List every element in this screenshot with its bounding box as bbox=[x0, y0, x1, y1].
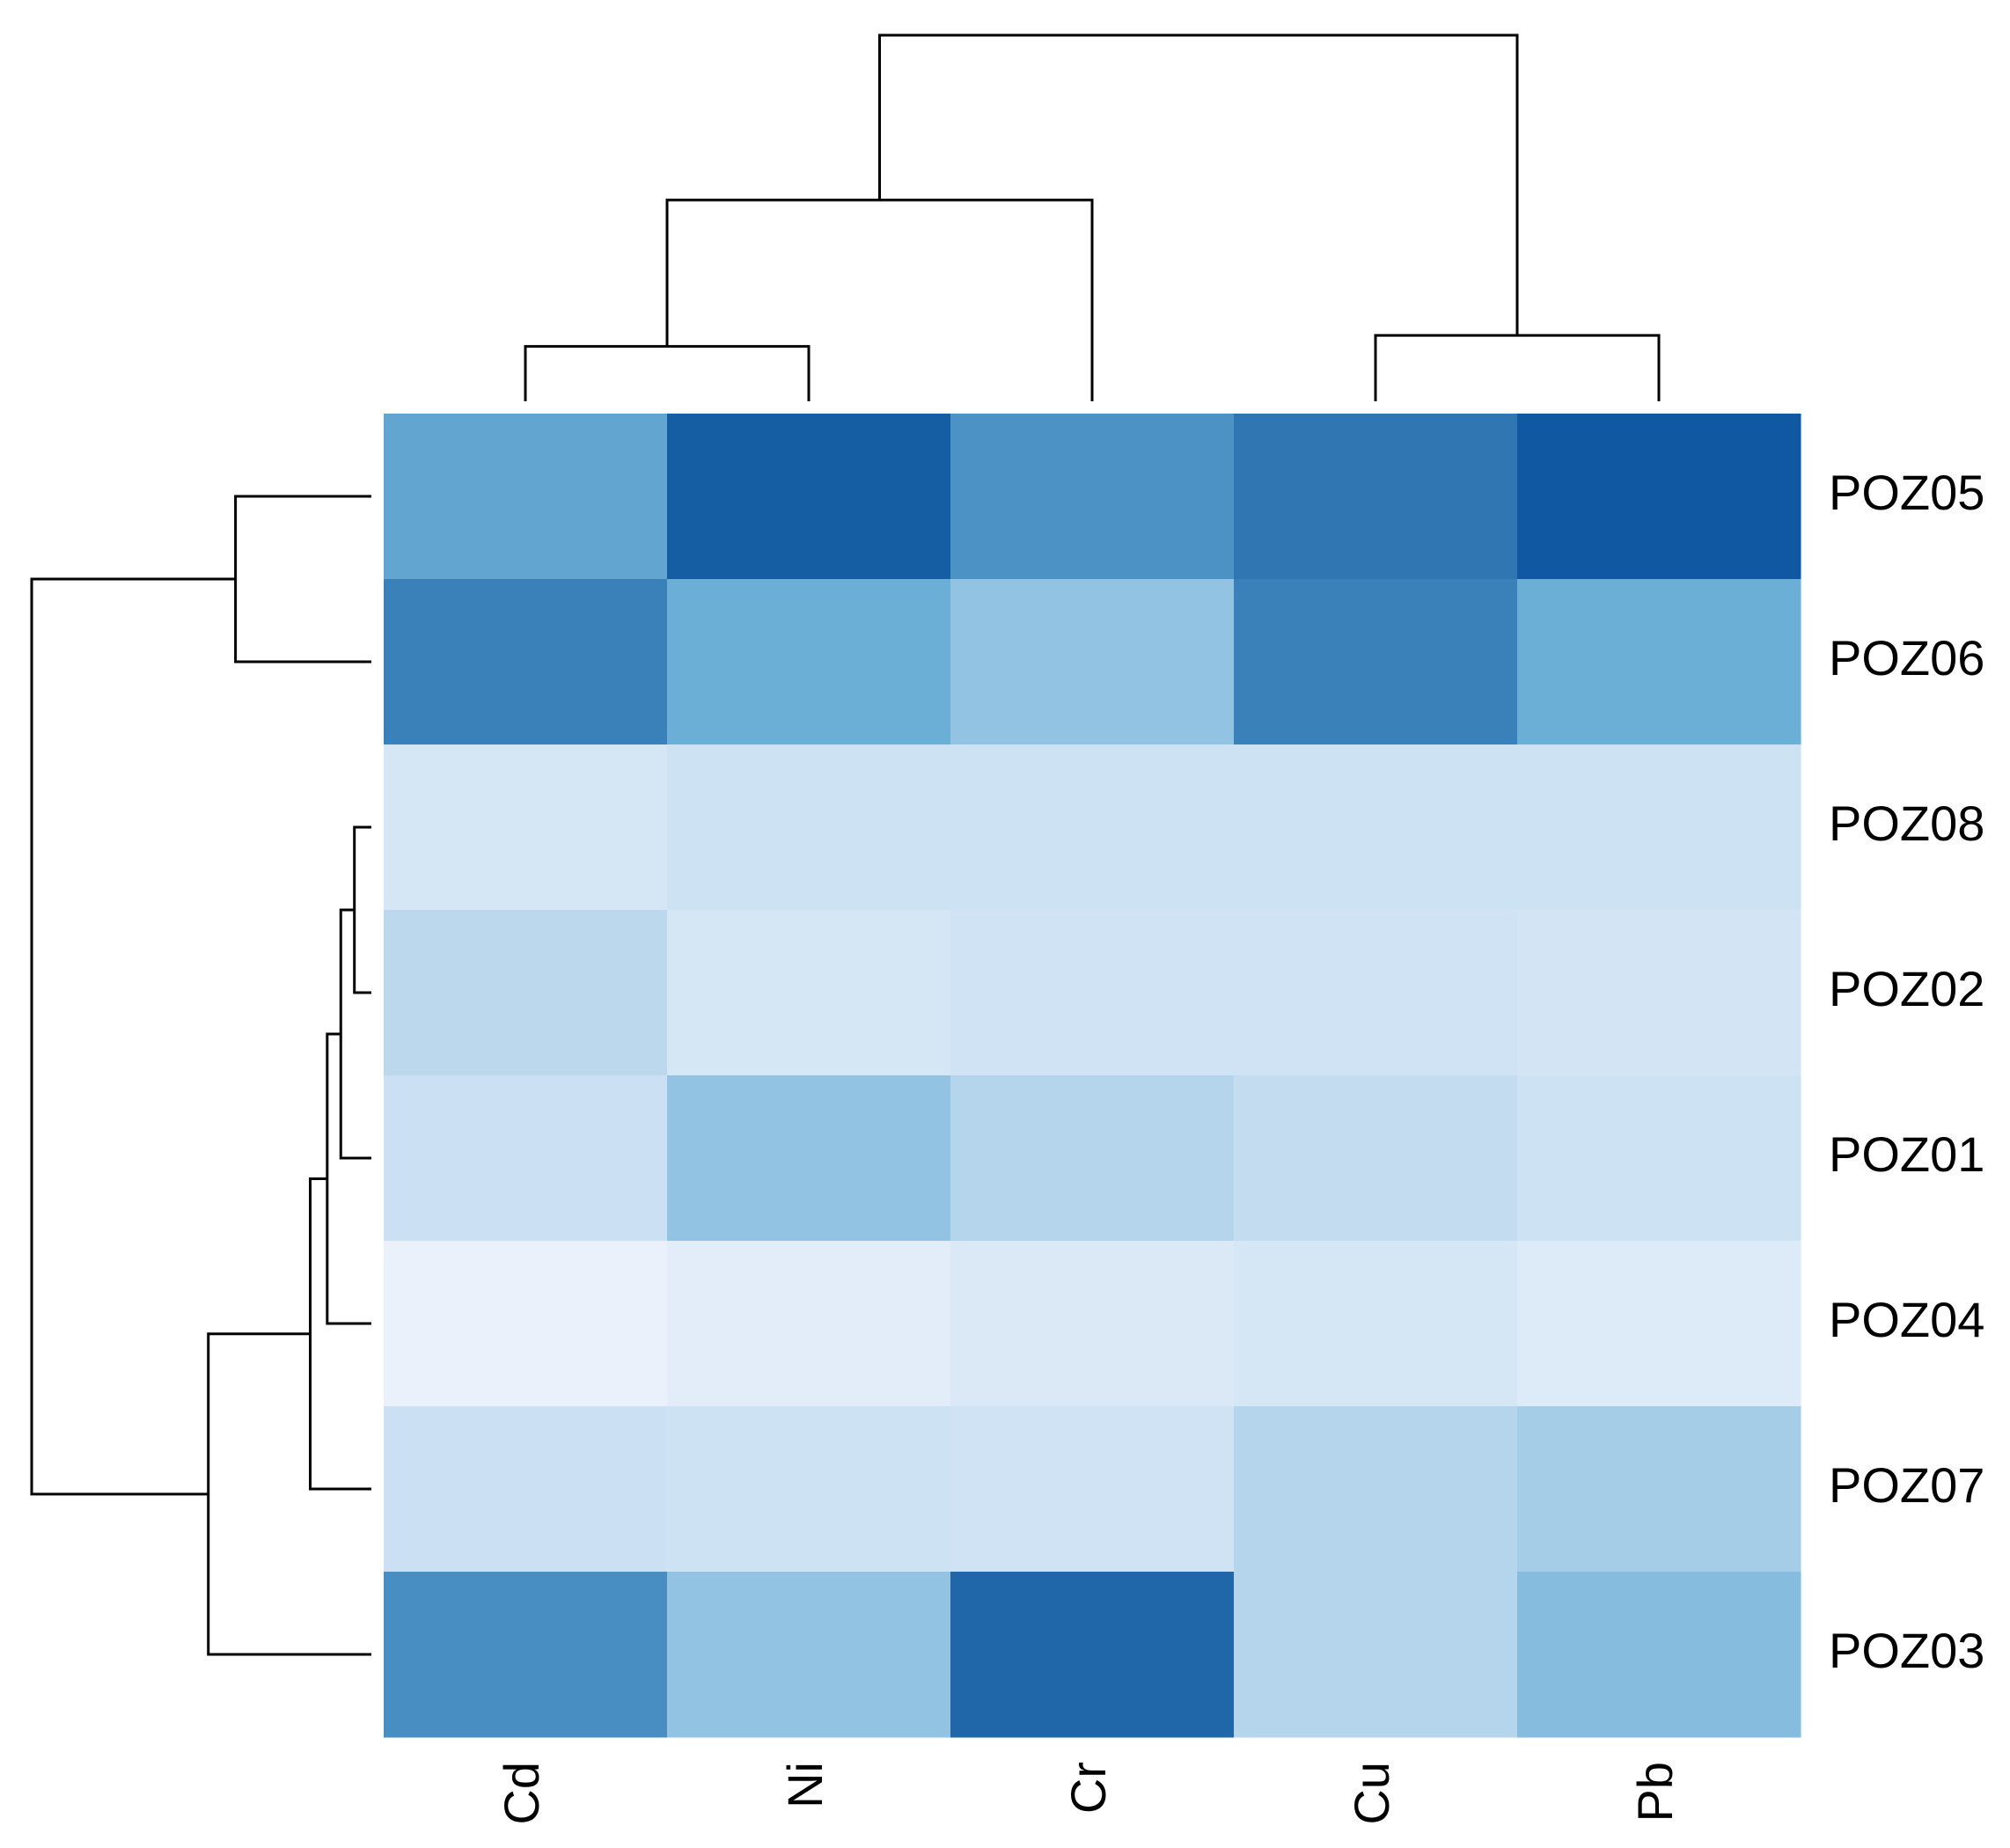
column-label-Ni: Ni bbox=[777, 1762, 833, 1808]
row-labels: POZ05 POZ06 POZ08 POZ02 POZ01 POZ04 POZ07 POZ03 bbox=[1829, 465, 1984, 1678]
heatmap-cell-POZ01-Cr bbox=[950, 1075, 1235, 1242]
heatmap-cell-POZ04-Ni bbox=[667, 1241, 951, 1407]
heatmap-cell-POZ01-Cd bbox=[384, 1075, 668, 1242]
heatmap-cell-POZ08-Ni bbox=[667, 744, 951, 911]
heatmap-cell-POZ02-Ni bbox=[667, 910, 951, 1076]
column-dendrogram-link-Cd-Ni-Cr bbox=[665, 198, 1094, 401]
heatmap-cell-POZ07-Cu bbox=[1234, 1406, 1518, 1573]
heatmap-cell-POZ06-Pb bbox=[1517, 579, 1801, 745]
row-dendrogram-link-group5 bbox=[309, 1177, 371, 1491]
column-label-Cu: Cu bbox=[1344, 1762, 1399, 1825]
heatmap-cell-POZ02-Pb bbox=[1517, 910, 1801, 1076]
heatmap-cell-POZ05-Cd bbox=[384, 414, 668, 580]
column-label-Cd: Cd bbox=[494, 1762, 549, 1825]
heatmap-cell-POZ03-Cr bbox=[950, 1572, 1235, 1738]
row-dendrogram-link-POZ05-POZ06 bbox=[234, 495, 371, 664]
row-dendrogram bbox=[30, 495, 371, 1656]
heatmap-cell-POZ04-Cd bbox=[384, 1241, 668, 1407]
heatmap-cell-POZ02-Cu bbox=[1234, 910, 1518, 1076]
heatmap-cell-POZ04-Pb bbox=[1517, 1241, 1801, 1407]
heatmap-cell-POZ03-Pb bbox=[1517, 1572, 1801, 1738]
heatmap-grid bbox=[384, 414, 1801, 1738]
column-label-Cr: Cr bbox=[1060, 1762, 1116, 1814]
row-dendrogram-link-root bbox=[30, 577, 236, 1496]
heatmap-cell-POZ01-Pb bbox=[1517, 1075, 1801, 1242]
row-label-POZ04: POZ04 bbox=[1829, 1292, 1984, 1347]
heatmap-cell-POZ02-Cr bbox=[950, 910, 1235, 1076]
row-dendrogram-link-POZ08-POZ02 bbox=[353, 825, 371, 994]
column-dendrogram-link-Cu-Pb bbox=[1374, 334, 1661, 401]
heatmap-cell-POZ03-Cd bbox=[384, 1572, 668, 1738]
column-dendrogram-link-root bbox=[878, 33, 1519, 336]
heatmap-cell-POZ05-Ni bbox=[667, 414, 951, 580]
heatmap-cell-POZ07-Cr bbox=[950, 1406, 1235, 1573]
heatmap-cell-POZ06-Cr bbox=[950, 579, 1235, 745]
row-label-POZ01: POZ01 bbox=[1829, 1126, 1984, 1182]
row-label-POZ07: POZ07 bbox=[1829, 1457, 1984, 1513]
column-dendrogram-link-Cd-Ni bbox=[524, 345, 811, 401]
heatmap-cell-POZ06-Ni bbox=[667, 579, 951, 745]
heatmap-cell-POZ01-Cu bbox=[1234, 1075, 1518, 1242]
heatmap-cell-POZ08-Cr bbox=[950, 744, 1235, 911]
heatmap-cell-POZ06-Cd bbox=[384, 579, 668, 745]
heatmap-cell-POZ01-Ni bbox=[667, 1075, 951, 1242]
heatmap-cell-POZ05-Cu bbox=[1234, 414, 1518, 580]
row-label-POZ06: POZ06 bbox=[1829, 630, 1984, 686]
heatmap-cell-POZ02-Cd bbox=[384, 910, 668, 1076]
heatmap-cell-POZ07-Pb bbox=[1517, 1406, 1801, 1573]
heatmap-cell-POZ04-Cu bbox=[1234, 1241, 1518, 1407]
heatmap-cell-POZ07-Ni bbox=[667, 1406, 951, 1573]
heatmap-cell-POZ05-Cr bbox=[950, 414, 1235, 580]
row-label-POZ02: POZ02 bbox=[1829, 961, 1984, 1016]
heatmap-cell-POZ03-Ni bbox=[667, 1572, 951, 1738]
row-label-POZ03: POZ03 bbox=[1829, 1623, 1984, 1678]
column-label-Pb: Pb bbox=[1627, 1762, 1683, 1822]
column-dendrogram bbox=[524, 33, 1661, 401]
row-label-POZ08: POZ08 bbox=[1829, 796, 1984, 851]
heatmap-cell-POZ08-Cd bbox=[384, 744, 668, 911]
heatmap-cell-POZ07-Cd bbox=[384, 1406, 668, 1573]
column-labels: Cd Ni Cr Cu Pb bbox=[494, 1762, 1683, 1825]
heatmap-cell-POZ08-Cu bbox=[1234, 744, 1518, 911]
row-label-POZ05: POZ05 bbox=[1829, 465, 1984, 520]
heatmap-cell-POZ04-Cr bbox=[950, 1241, 1235, 1407]
heatmap-cell-POZ08-Pb bbox=[1517, 744, 1801, 911]
row-dendrogram-link-POZ08-POZ02-POZ01 bbox=[339, 908, 371, 1160]
heatmap-cell-POZ03-Cu bbox=[1234, 1572, 1518, 1738]
heatmap-cell-POZ05-Pb bbox=[1517, 414, 1801, 580]
row-dendrogram-link-group6 bbox=[207, 1332, 371, 1656]
row-dendrogram-link-group4 bbox=[326, 1032, 371, 1325]
heatmap-cell-POZ06-Cu bbox=[1234, 579, 1518, 745]
